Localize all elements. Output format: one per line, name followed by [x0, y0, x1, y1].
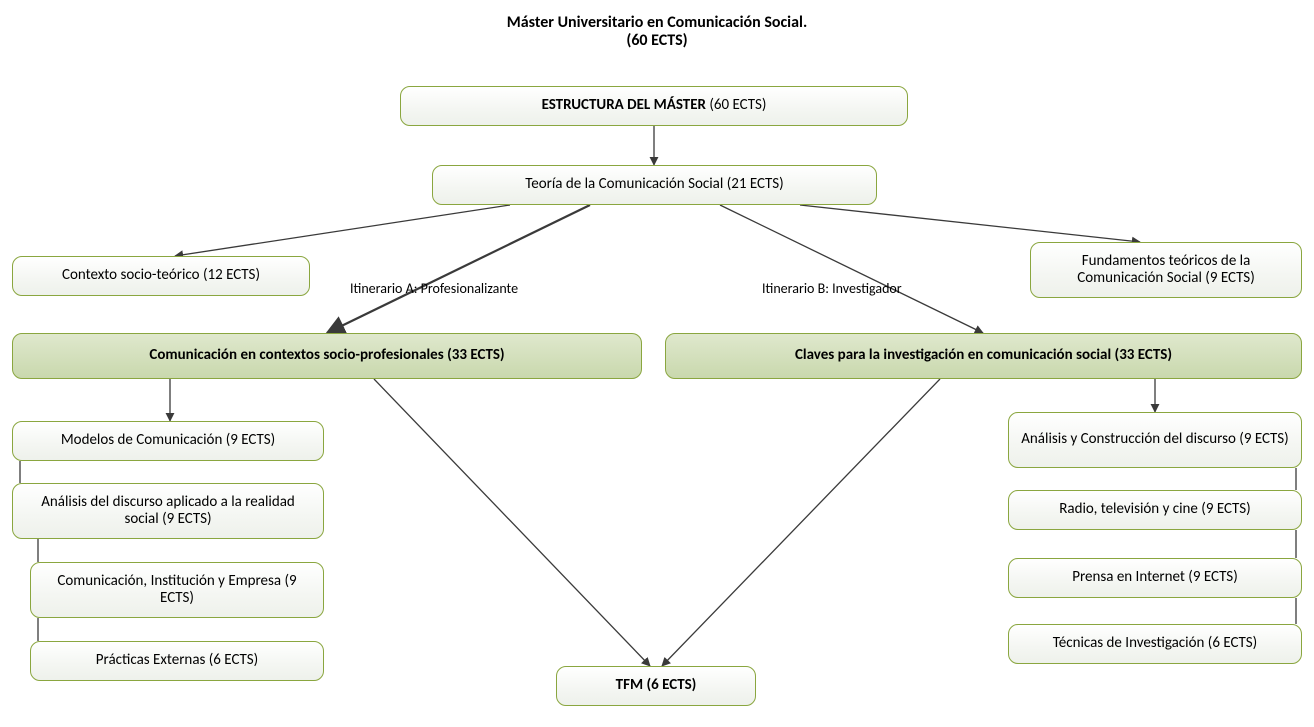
node-b4-text: Técnicas de Investigación (6 ECTS) [1053, 635, 1257, 652]
node-a4-text: Prácticas Externas (6 ECTS) [96, 652, 258, 669]
page-title: Máster Universitario en Comunicación Soc… [0, 8, 1314, 56]
node-fundamentos-text: Fundamentos teóricos de la Comunicación … [1041, 253, 1291, 288]
node-tfm-text: TFM (6 ECTS) [616, 677, 697, 694]
node-b3: Prensa en Internet (9 ECTS) [1008, 558, 1302, 598]
node-b2-text: Radio, televisión y cine (9 ECTS) [1059, 501, 1250, 518]
node-a2: Análisis del discurso aplicado a la real… [12, 483, 324, 539]
node-tfm: TFM (6 ECTS) [556, 666, 756, 706]
title-line1: Máster Universitario en Comunicación Soc… [507, 14, 807, 32]
node-contexto-text: Contexto socio-teórico (12 ECTS) [62, 267, 260, 284]
title-line2: (60 ECTS) [626, 32, 687, 50]
node-fundamentos: Fundamentos teóricos de la Comunicación … [1030, 242, 1302, 298]
node-itinerario-a-text: Comunicación en contextos socio-profesio… [149, 347, 504, 364]
node-a1-text: Modelos de Comunicación (9 ECTS) [61, 432, 275, 449]
node-root: ESTRUCTURA DEL MÁSTER (60 ECTS) [400, 86, 908, 126]
node-a4: Prácticas Externas (6 ECTS) [30, 641, 324, 681]
label-itinerario-a: Itinerario A: Profesionalizante [340, 278, 600, 300]
node-itinerario-b: Claves para la investigación en comunica… [665, 333, 1302, 379]
node-b3-text: Prensa en Internet (9 ECTS) [1072, 569, 1238, 586]
node-teoria: Teoría de la Comunicación Social (21 ECT… [432, 165, 877, 205]
node-root-bold: ESTRUCTURA DEL MÁSTER [542, 96, 706, 114]
node-itinerario-b-text: Claves para la investigación en comunica… [795, 347, 1172, 364]
node-b4: Técnicas de Investigación (6 ECTS) [1008, 624, 1302, 664]
label-itinerario-a-text: Itinerario A: Profesionalizante [350, 281, 518, 297]
diagram-stage: Máster Universitario en Comunicación Soc… [0, 0, 1314, 727]
node-b1-text: Análisis y Construcción del discurso (9 … [1021, 431, 1288, 448]
node-b2: Radio, televisión y cine (9 ECTS) [1008, 490, 1302, 530]
label-itinerario-b: Itinerario B: Investigador [752, 278, 972, 300]
node-root-rest: (60 ECTS) [706, 96, 766, 114]
node-a1: Modelos de Comunicación (9 ECTS) [12, 421, 324, 461]
node-a2-text: Análisis del discurso aplicado a la real… [23, 494, 313, 529]
node-a3-text: Comunicación, Institución y Empresa (9 E… [41, 573, 313, 608]
node-b1: Análisis y Construcción del discurso (9 … [1008, 412, 1302, 468]
node-teoria-text: Teoría de la Comunicación Social (21 ECT… [525, 176, 783, 193]
label-itinerario-b-text: Itinerario B: Investigador [762, 281, 902, 297]
node-contexto: Contexto socio-teórico (12 ECTS) [12, 256, 310, 296]
node-itinerario-a: Comunicación en contextos socio-profesio… [12, 333, 642, 379]
node-a3: Comunicación, Institución y Empresa (9 E… [30, 562, 324, 618]
